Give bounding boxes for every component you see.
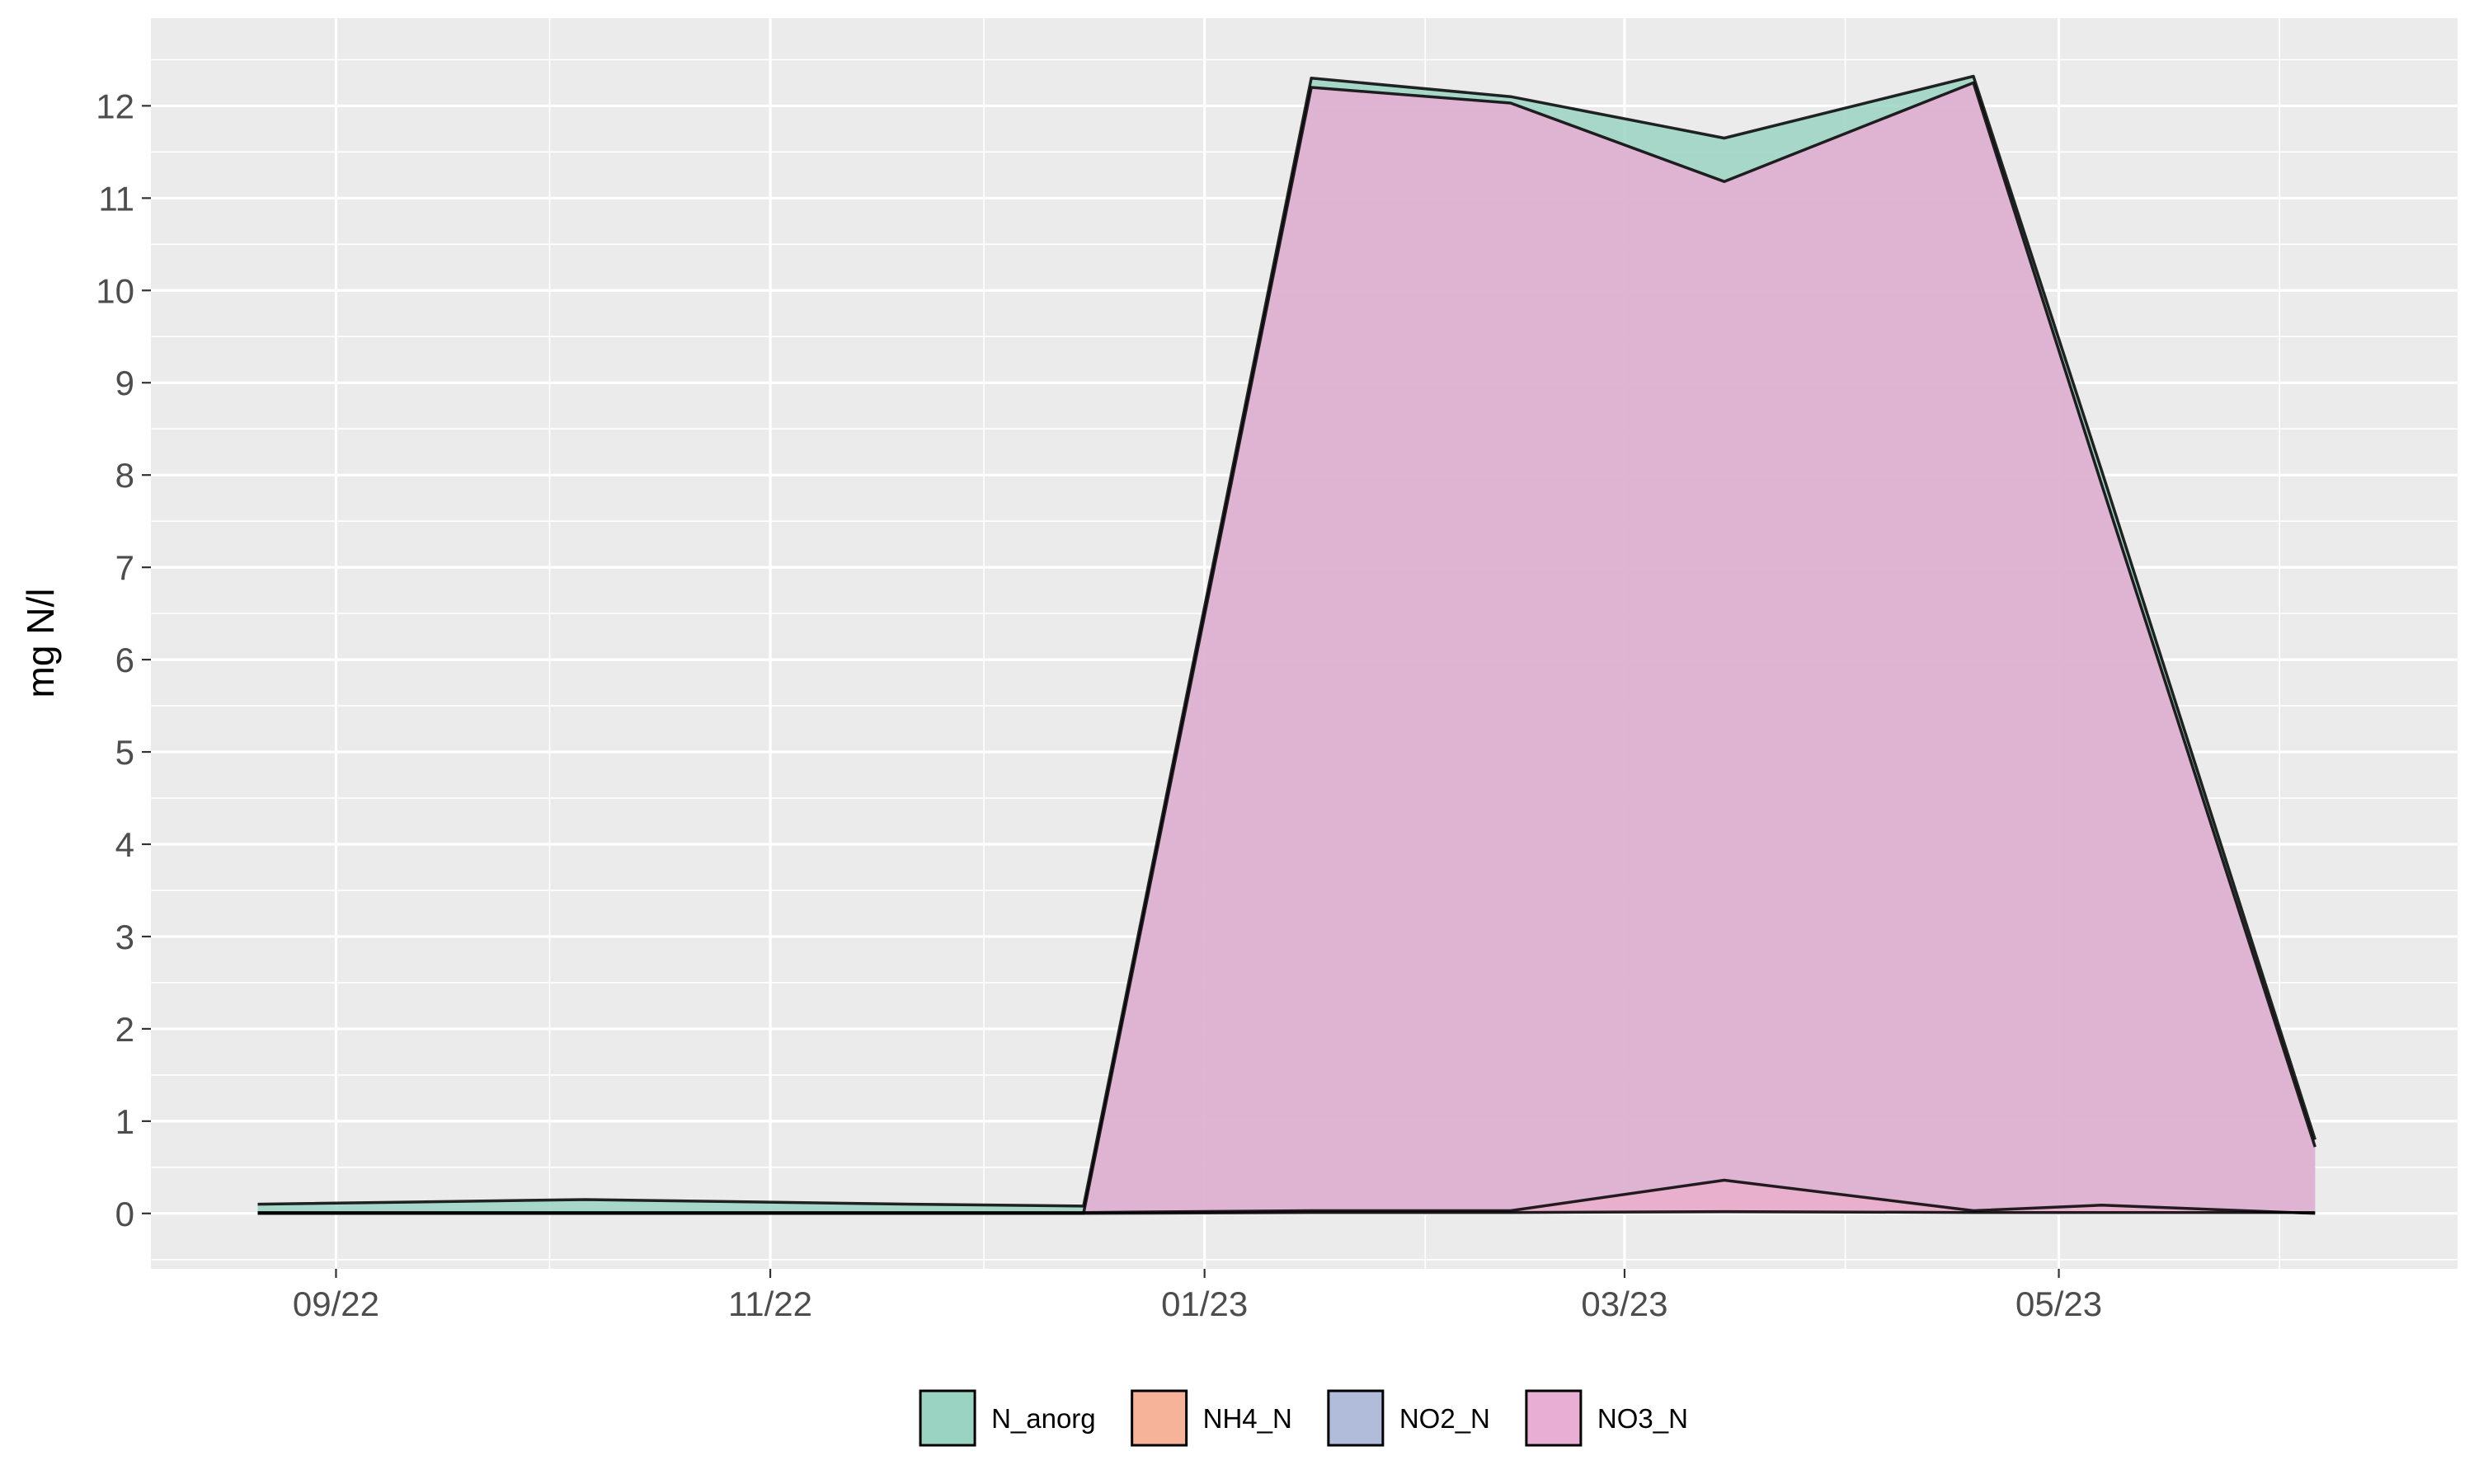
- y-tick-label: 2: [115, 1010, 134, 1049]
- y-tick-label: 9: [115, 364, 134, 402]
- x-tick-label: 05/23: [2015, 1284, 2102, 1323]
- y-tick-label: 11: [98, 179, 134, 218]
- series-lines: [257, 74, 2316, 1215]
- y-tick-label: 5: [115, 733, 134, 772]
- legend-key-nh4-n: [1131, 1389, 1188, 1447]
- y-tick-label: 0: [115, 1195, 134, 1233]
- line-n-anorg: [257, 74, 2316, 1208]
- y-tick-label: 8: [115, 456, 134, 495]
- y-tick-label: 3: [115, 918, 134, 956]
- legend-key-no3-n: [1525, 1389, 1583, 1447]
- y-tick-label: 6: [115, 641, 134, 679]
- legend-label-no2-n: NO2_N: [1399, 1403, 1490, 1434]
- x-tick-label: 01/23: [1161, 1284, 1248, 1323]
- legend-label-n-anorg: N_anorg: [991, 1403, 1096, 1434]
- x-tick-label: 03/23: [1581, 1284, 1667, 1323]
- x-tick-label: 09/22: [293, 1284, 379, 1323]
- legend-label-nh4-n: NH4_N: [1203, 1403, 1292, 1434]
- line-no3-n: [257, 81, 2316, 1215]
- area-no3-n: [257, 82, 2316, 1214]
- legend-label-no3-n: NO3_N: [1597, 1403, 1688, 1434]
- x-axis: 09/22 11/22 01/23 03/23 05/23: [293, 1269, 2102, 1323]
- y-tick-label: 4: [115, 825, 134, 864]
- y-tick-label: 7: [115, 548, 134, 587]
- y-tick-label: 10: [96, 271, 134, 310]
- y-tick-label: 1: [115, 1102, 134, 1141]
- legend-key-no2-n: [1327, 1389, 1385, 1447]
- x-tick-label: 11/22: [728, 1284, 812, 1323]
- y-axis-title: mg N/l: [19, 589, 62, 698]
- y-tick-label: 12: [96, 87, 134, 125]
- legend: N_anorg NH4_N NO2_N NO3_N: [919, 1389, 1688, 1447]
- legend-key-n-anorg: [919, 1389, 976, 1447]
